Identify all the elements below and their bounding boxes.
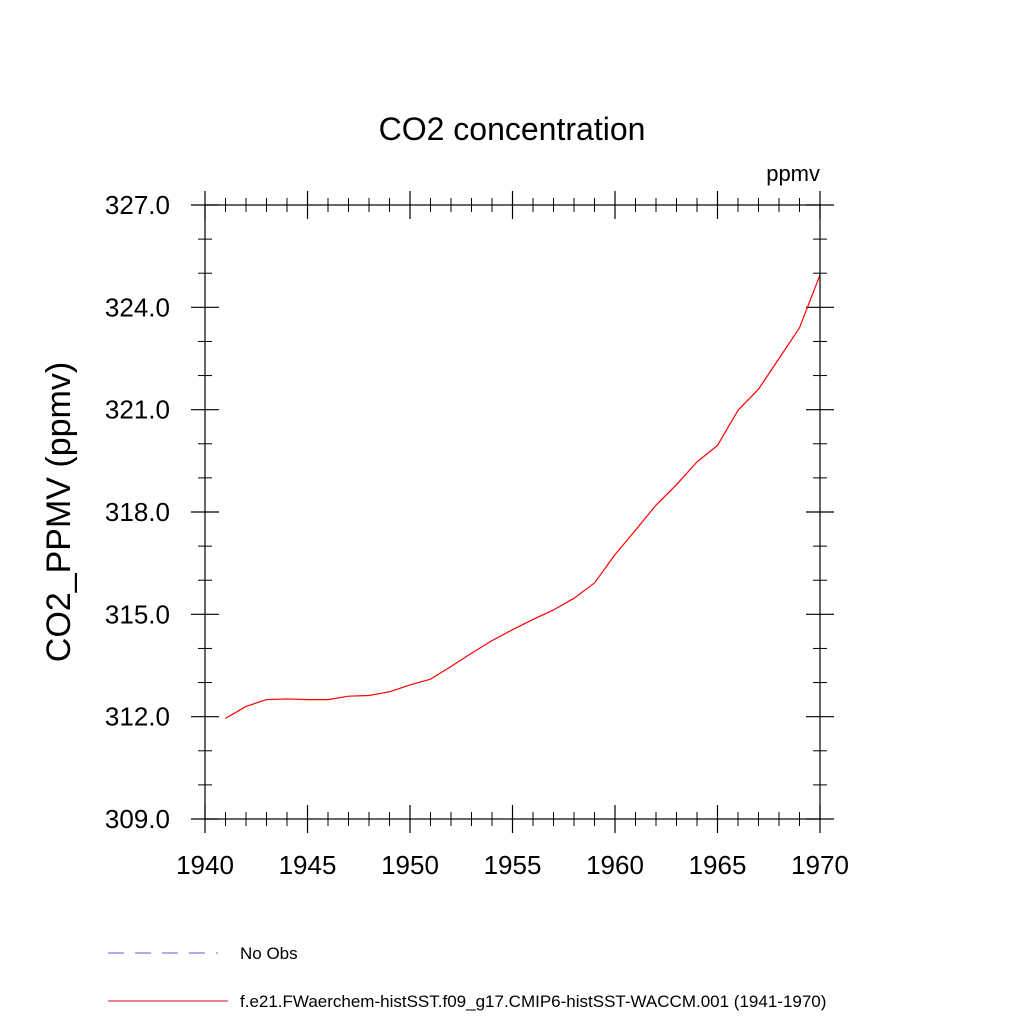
y-tick-label: 327.0 xyxy=(105,190,170,220)
x-tick-label: 1960 xyxy=(586,850,644,880)
chart-title: CO2 concentration xyxy=(379,111,646,147)
x-tick-label: 1945 xyxy=(279,850,337,880)
y-tick-label: 309.0 xyxy=(105,804,170,834)
plot-frame xyxy=(204,204,821,820)
y-tick-label: 318.0 xyxy=(105,497,170,527)
y-tick-label: 321.0 xyxy=(105,395,170,425)
units-label: ppmv xyxy=(766,161,820,186)
y-tick-labels: 309.0 312.0 315.0 318.0 321.0 324.0 327.0 xyxy=(105,190,170,834)
legend-label-waccm: f.e21.FWaerchem-histSST.f09_g17.CMIP6-hi… xyxy=(240,992,826,1011)
legend: No Obs f.e21.FWaerchem-histSST.f09_g17.C… xyxy=(108,944,826,1011)
x-tick-labels: 1940 1945 1950 1955 1960 1965 1970 xyxy=(176,850,849,880)
minor-ticks xyxy=(198,198,827,826)
x-tick-label: 1955 xyxy=(484,850,542,880)
y-axis-label: CO2_PPMV (ppmv) xyxy=(40,362,78,662)
x-tick-label: 1965 xyxy=(689,850,747,880)
series-lines xyxy=(225,274,821,719)
y-tick-label: 312.0 xyxy=(105,702,170,732)
legend-label-no-obs: No Obs xyxy=(240,944,298,963)
x-tick-label: 1940 xyxy=(176,850,234,880)
x-tick-label: 1970 xyxy=(791,850,849,880)
major-ticks xyxy=(191,191,834,833)
y-tick-label: 324.0 xyxy=(105,292,170,322)
series-line-waccm xyxy=(225,274,821,719)
y-tick-label: 315.0 xyxy=(105,599,170,629)
x-tick-label: 1950 xyxy=(381,850,439,880)
